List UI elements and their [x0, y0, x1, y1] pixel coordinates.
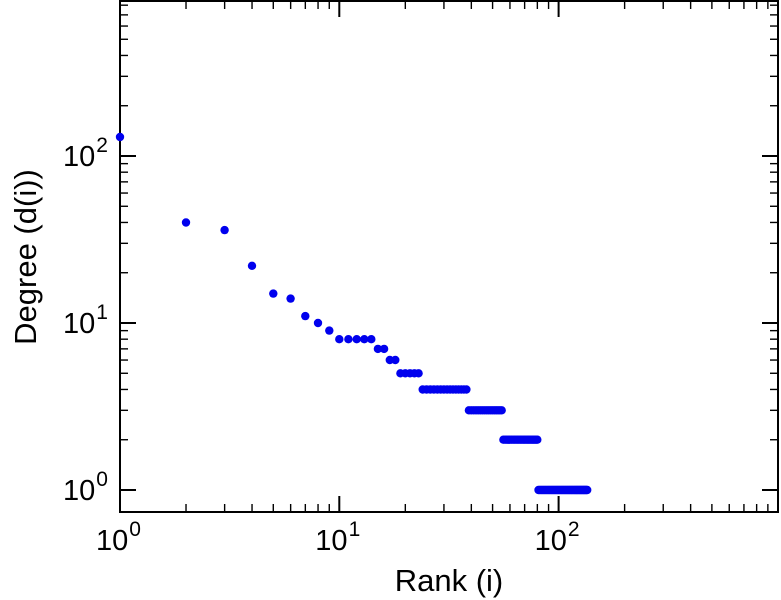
data-point	[462, 385, 471, 394]
axis-tick-labels: 100 101 102 100 101 102	[63, 134, 580, 557]
data-point	[379, 344, 389, 354]
data-point	[360, 335, 369, 344]
data-point	[367, 335, 376, 344]
data-point	[352, 335, 361, 344]
axis-ticks	[119, 1, 778, 512]
y-tick-label: 101	[63, 301, 108, 340]
data-point	[414, 369, 423, 378]
data-point	[269, 289, 278, 298]
data-point	[115, 132, 125, 142]
data-point	[325, 326, 334, 335]
data-point	[286, 294, 295, 303]
data-point	[344, 335, 353, 344]
x-tick-label: 100	[96, 518, 141, 557]
data-point	[533, 435, 542, 444]
x-axis-label: Rank (i)	[395, 563, 504, 598]
data-point	[181, 218, 191, 227]
data-points	[115, 132, 592, 495]
data-point	[497, 406, 506, 415]
data-point	[301, 311, 310, 321]
x-tick-label: 101	[315, 518, 360, 557]
data-point	[313, 318, 323, 328]
data-point	[373, 344, 383, 354]
data-point	[220, 225, 229, 235]
data-point	[391, 355, 400, 365]
y-axis-label: Degree (d(i))	[8, 169, 43, 345]
y-tick-label: 100	[63, 468, 108, 507]
x-tick-label: 102	[535, 518, 580, 557]
data-point	[247, 261, 257, 270]
y-tick-label: 102	[63, 134, 108, 173]
data-point	[335, 335, 344, 344]
plot-frame	[119, 0, 779, 513]
data-point	[583, 485, 592, 495]
